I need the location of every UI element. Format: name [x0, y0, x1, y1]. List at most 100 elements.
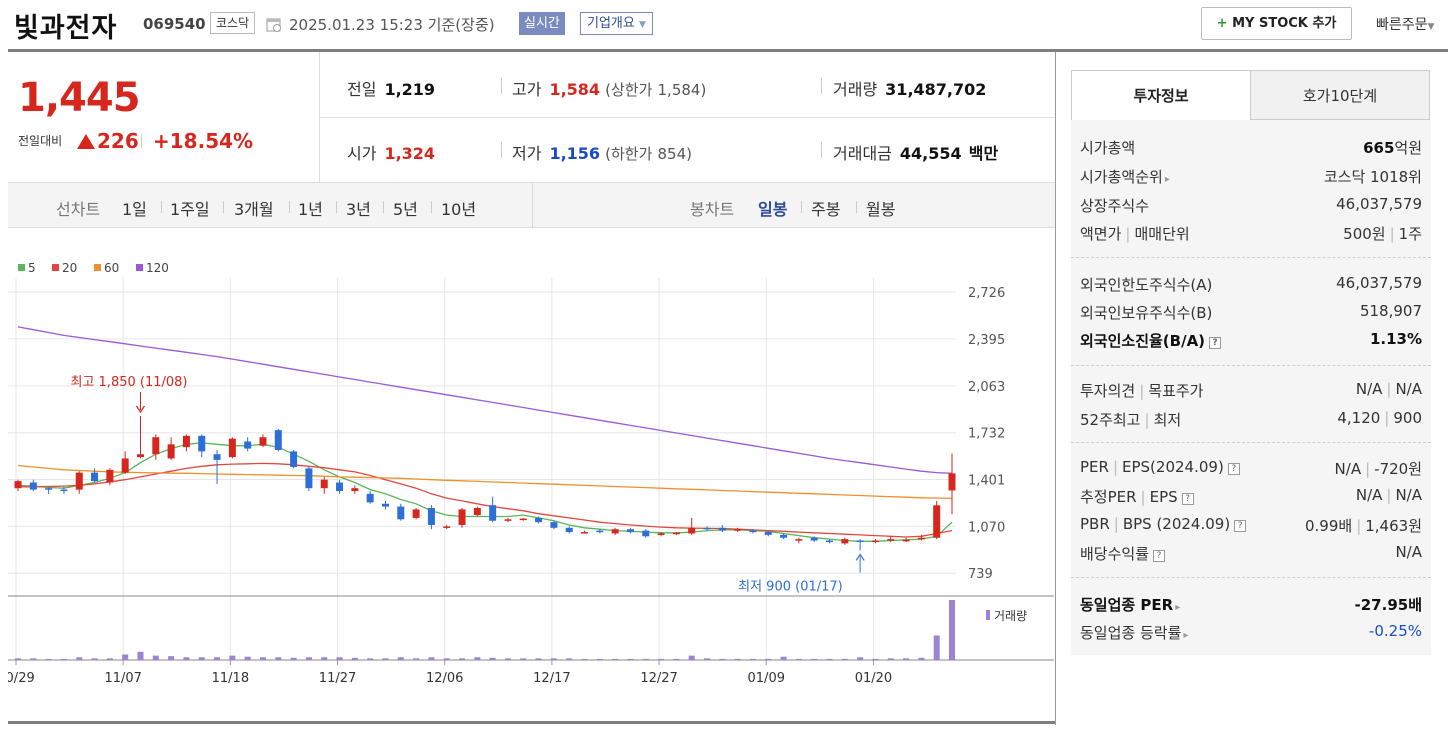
legend-label: 60 — [104, 261, 119, 275]
info-row-face-value: 액면가 | 매매단위 500원 | 1주 — [1080, 223, 1422, 251]
info-label: 투자의견 | 목표주가 — [1080, 380, 1203, 401]
candle-monthly[interactable]: 월봉 — [866, 200, 896, 219]
volume-bar — [612, 658, 619, 660]
opinion-value: N/A — [1355, 380, 1383, 398]
divider — [320, 117, 1056, 118]
candle-body — [60, 489, 68, 492]
divider: | — [1356, 517, 1362, 535]
corp-overview-label: 기업개요 — [587, 16, 635, 31]
info-row-market-cap-rank[interactable]: 시가총액순위 ▸ 코스닥 1018위 — [1080, 166, 1422, 194]
candle-body — [228, 438, 236, 458]
volume-bar — [275, 657, 282, 660]
candle-daily[interactable]: 일봉 — [758, 200, 788, 219]
help-icon[interactable]: ? — [1227, 463, 1240, 475]
candle-body — [504, 519, 512, 521]
period-5y[interactable]: 5년 — [393, 200, 418, 219]
divider — [501, 142, 502, 158]
y-tick-label: 1,401 — [968, 474, 1005, 489]
corp-overview-button[interactable]: 기업개요 ▼ — [580, 12, 653, 35]
volume-bar — [918, 657, 925, 660]
candle-weekly[interactable]: 주봉 — [811, 200, 841, 219]
period-1w[interactable]: 1주일 — [170, 200, 210, 219]
volume-bar — [382, 658, 389, 660]
info-value: 46,037,579 — [1336, 195, 1422, 213]
y-tick-label: 2,726 — [968, 286, 1005, 301]
volume-bar — [152, 655, 159, 660]
candle-body — [611, 529, 619, 534]
info-value: N/A — [1395, 543, 1422, 561]
volume-bar — [520, 658, 527, 660]
info-value: 1.13% — [1369, 330, 1422, 348]
help-icon[interactable]: ? — [1181, 493, 1194, 505]
ma-line-20 — [18, 462, 953, 538]
info-label: 상장주식수 — [1080, 197, 1150, 215]
info-row-shares: 상장주식수 46,037,579 — [1080, 195, 1422, 223]
volume-bar — [535, 658, 542, 660]
volume-bar — [489, 657, 496, 660]
x-tick-label: 01/20 — [855, 671, 892, 686]
volume-bar — [336, 657, 343, 660]
caret-right-icon: ▸ — [1164, 174, 1170, 185]
tab-orderbook[interactable]: 호가10단계 — [1250, 70, 1430, 120]
volume-bar — [704, 658, 711, 660]
info-label-text: 최저 — [1153, 411, 1182, 429]
volume-bar — [795, 658, 802, 660]
divider — [1071, 577, 1431, 578]
price-chart[interactable]: 2,726 2,395 2,063 1,732 1,401 1,070 739 10/29 11… — [8, 228, 1056, 725]
volume-bar — [91, 658, 98, 660]
candle-body — [458, 509, 466, 525]
week52-high-value: 4,120 — [1337, 409, 1381, 427]
volume-bar — [566, 658, 573, 660]
candle-body — [381, 503, 389, 507]
candle-body — [795, 539, 803, 541]
divider — [1055, 52, 1056, 725]
y-tick-label: 1,070 — [968, 520, 1005, 535]
realtime-badge[interactable]: 실시간 — [519, 12, 565, 35]
volume-bar — [581, 658, 588, 660]
lower-limit-label: (하한가 — [605, 145, 653, 163]
volume-bar — [474, 657, 481, 660]
candle-body — [167, 444, 175, 459]
candle-body — [14, 481, 22, 489]
period-1d[interactable]: 1일 — [122, 200, 147, 219]
info-label: 추정PER | EPS? — [1080, 486, 1194, 507]
help-icon[interactable]: ? — [1209, 337, 1222, 349]
info-value: 46,037,579 — [1336, 274, 1422, 292]
candle-body — [734, 529, 742, 531]
period-3y[interactable]: 3년 — [346, 200, 371, 219]
help-icon[interactable]: ? — [1234, 520, 1247, 532]
volume-bar — [168, 656, 175, 660]
divider — [1071, 257, 1431, 258]
stat-trade-value: 거래대금 44,554 백만 — [833, 140, 998, 164]
compare-label: 전일대비 — [18, 134, 63, 148]
stat-label: 저가 — [512, 144, 542, 163]
candle-body — [826, 540, 834, 543]
volume-bar — [872, 658, 879, 660]
info-row-industry-per[interactable]: 동일업종 PER ▸ -27.95배 — [1080, 594, 1422, 622]
info-label: 액면가 | 매매단위 — [1080, 223, 1190, 244]
info-row-industry-rate[interactable]: 동일업종 등락률 ▸ -0.25% — [1080, 622, 1422, 650]
period-10y[interactable]: 10년 — [441, 200, 477, 219]
ma-line-120 — [17, 326, 953, 474]
x-tick-label: 10/29 — [8, 671, 35, 686]
info-value: 코스닥 1018위 — [1323, 168, 1422, 186]
help-icon[interactable]: ? — [1153, 550, 1166, 562]
period-1y[interactable]: 1년 — [298, 200, 323, 219]
candle-body — [244, 441, 252, 449]
volume-bar — [596, 658, 603, 660]
tab-invest-info[interactable]: 투자정보 — [1071, 70, 1251, 120]
my-stock-add-button[interactable]: + MY STOCK 추가 — [1201, 7, 1352, 40]
period-3m[interactable]: 3개월 — [234, 200, 274, 219]
volume-bar — [765, 658, 772, 660]
volume-bar — [122, 654, 129, 660]
candle-body — [152, 437, 160, 455]
info-label: PBR | BPS (2024.09)? — [1080, 515, 1247, 533]
volume-bar — [504, 658, 511, 660]
stat-volume: 거래량 31,487,702 — [833, 76, 986, 100]
info-value: N/A | -720원 — [1335, 458, 1422, 479]
quick-order-button[interactable]: 빠른주문▼ — [1376, 14, 1434, 34]
stat-value: 1,324 — [384, 144, 436, 163]
info-label: 시가총액순위 ▸ — [1080, 166, 1170, 187]
info-row-foreign-hold: 외국인보유주식수(B) 518,907 — [1080, 302, 1422, 330]
stat-unit: 백만 — [968, 144, 999, 163]
